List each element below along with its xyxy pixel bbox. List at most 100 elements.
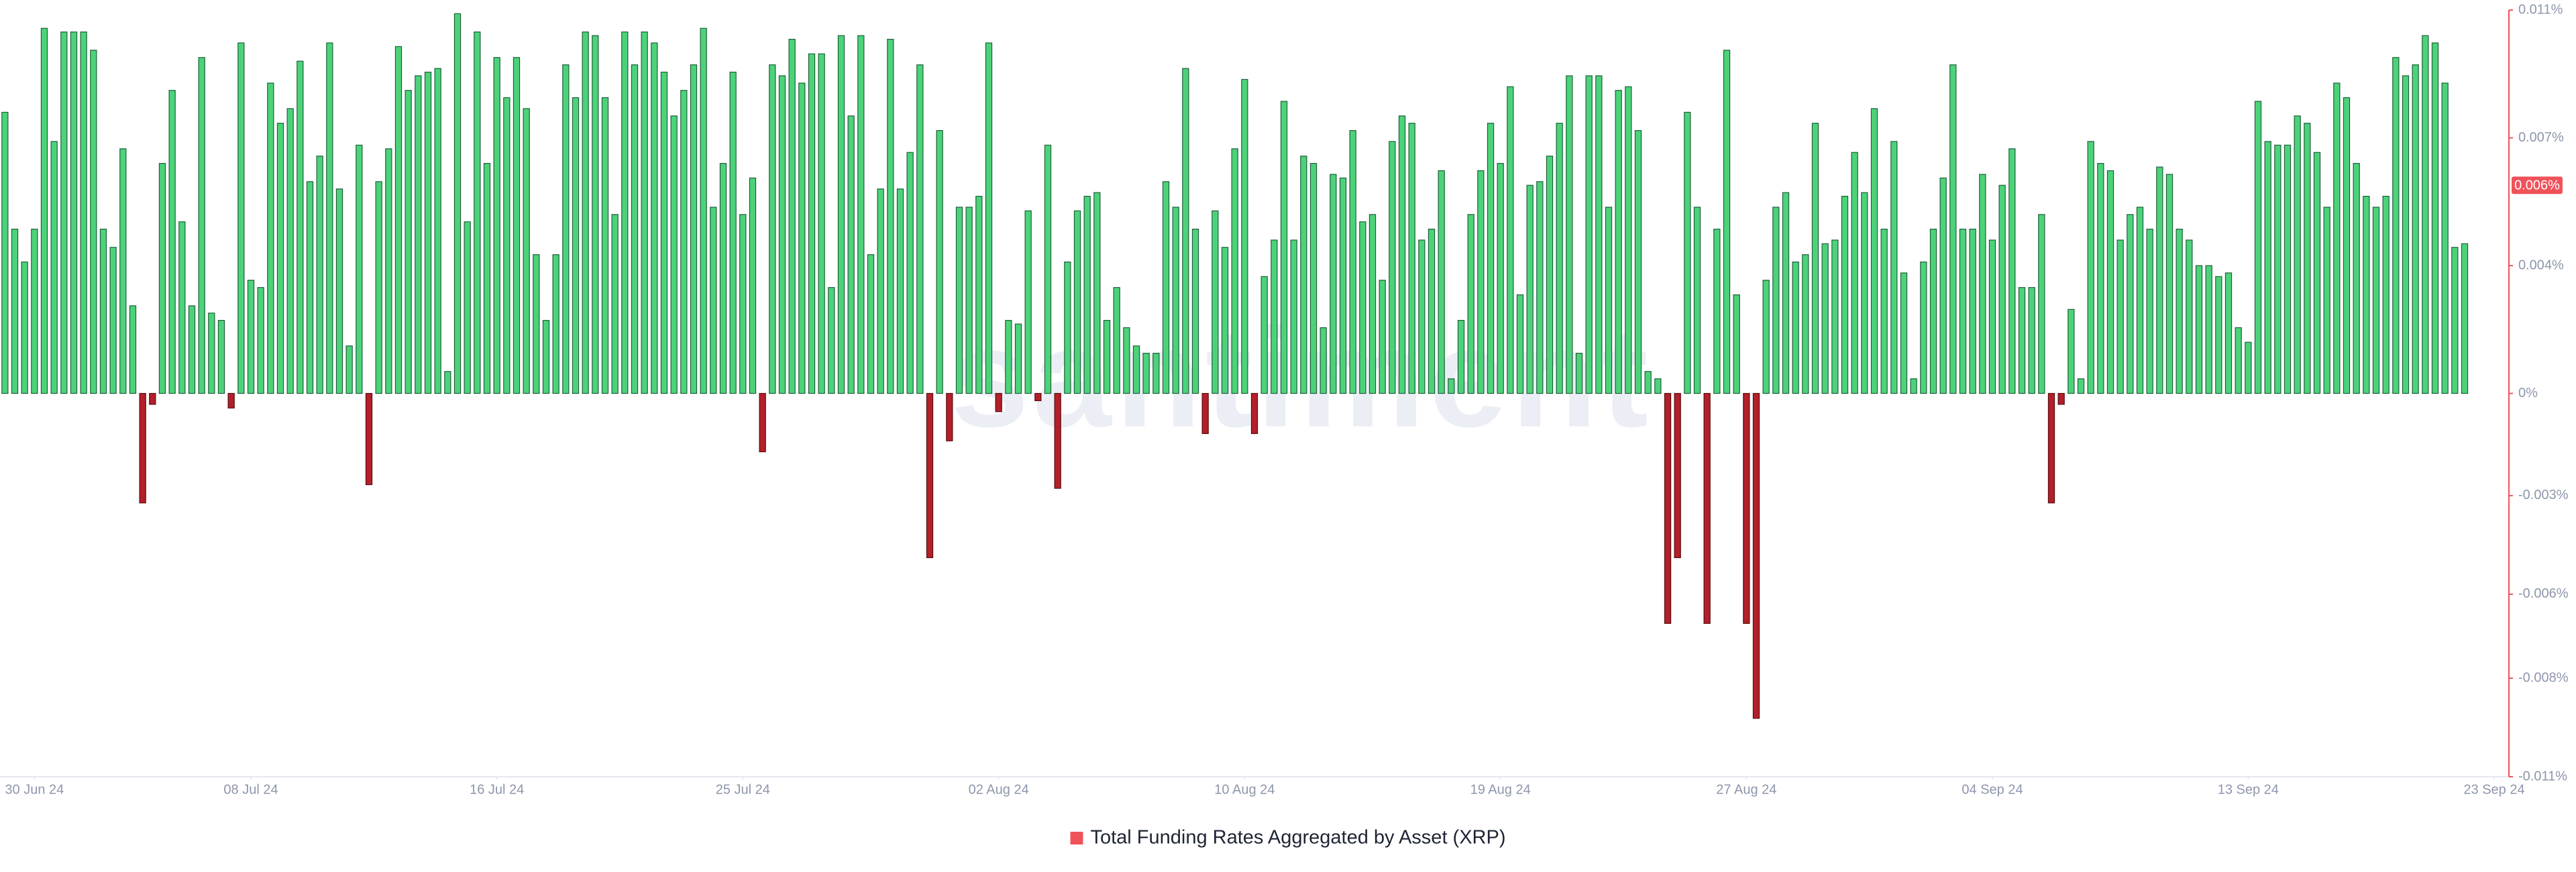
bar [926,392,934,559]
bar [1713,228,1721,394]
bar [975,195,983,394]
bar [31,228,38,394]
bar [2127,214,2134,394]
bar [11,228,19,394]
bar [1536,181,1544,394]
bar [493,57,500,394]
bar [109,247,117,394]
bar [641,32,648,394]
bar [2245,341,2252,394]
bar [1201,392,1209,434]
bar [1585,75,1593,394]
bar [208,313,215,394]
bar [1212,210,1219,394]
bar [1546,156,1554,394]
bar [1221,247,1229,394]
bar [1271,239,1278,394]
bar [1093,192,1101,394]
bar [217,320,225,394]
bar [1507,86,1514,394]
bar [1634,130,1642,394]
bar [178,221,186,394]
bar [837,35,845,394]
bar [1368,214,1377,394]
bar [2441,83,2449,394]
x-tick-label: 08 Jul 24 [223,782,278,797]
bar [887,38,894,394]
bar [464,221,471,394]
bar [749,177,757,394]
bar [434,68,441,394]
x-tick-label: 30 Jun 24 [5,782,64,797]
bar [1320,327,1327,394]
bar [1309,163,1318,394]
bar [2008,148,2016,394]
bar [1330,174,1337,394]
bar [1280,101,1288,394]
bar [1359,221,1366,394]
bar [1900,272,1908,394]
bar [257,287,264,394]
bar [1851,152,1858,394]
bar [847,115,855,394]
bar [168,90,176,394]
bar [788,38,796,394]
bar [129,305,137,394]
bar [2294,115,2301,394]
bar [1300,156,1307,394]
bar [2077,378,2085,394]
bar [2068,309,2075,394]
bar [877,188,884,394]
x-tick-label: 13 Sep 24 [2218,782,2279,797]
bar [1890,141,1898,394]
x-tick-label: 25 Jul 24 [716,782,770,797]
bar [1231,148,1238,394]
bar [1152,353,1160,394]
bar [1762,280,1770,394]
bar [1103,320,1111,394]
bar [375,181,382,394]
bar [1644,371,1652,394]
bar [916,64,924,394]
bar [2136,207,2144,394]
bar [2018,287,2026,394]
bar [365,392,373,486]
bar [1044,144,1052,394]
bar [247,280,255,394]
bar [1772,207,1780,394]
bar [690,64,698,394]
bar [1575,353,1583,394]
last-value-label: 0.006% [2514,178,2560,193]
bar [1487,123,1495,394]
bar [1979,174,1986,394]
bar [729,71,737,394]
bar [2274,144,2282,394]
bar [651,42,658,394]
bar [2235,327,2242,394]
bar [345,345,353,394]
bar [2372,207,2380,394]
bar [680,90,688,394]
bar [778,75,786,394]
bar [2422,35,2429,394]
bar [1929,228,1937,394]
bar [1162,181,1170,394]
bar [798,83,806,394]
bar [1703,392,1711,624]
bar [453,13,462,394]
bar [1920,261,1927,394]
bar [1113,287,1120,394]
bar [1998,184,2006,394]
bar [1792,261,1799,394]
bar [1674,392,1681,559]
bar [611,214,619,394]
bar [1064,261,1071,394]
bar [1615,90,1622,394]
bar [562,64,570,394]
bar [572,97,580,394]
bar [1073,210,1081,394]
bar [40,28,48,394]
bar [1467,214,1474,394]
bar [286,108,294,394]
bar [1988,239,1996,394]
